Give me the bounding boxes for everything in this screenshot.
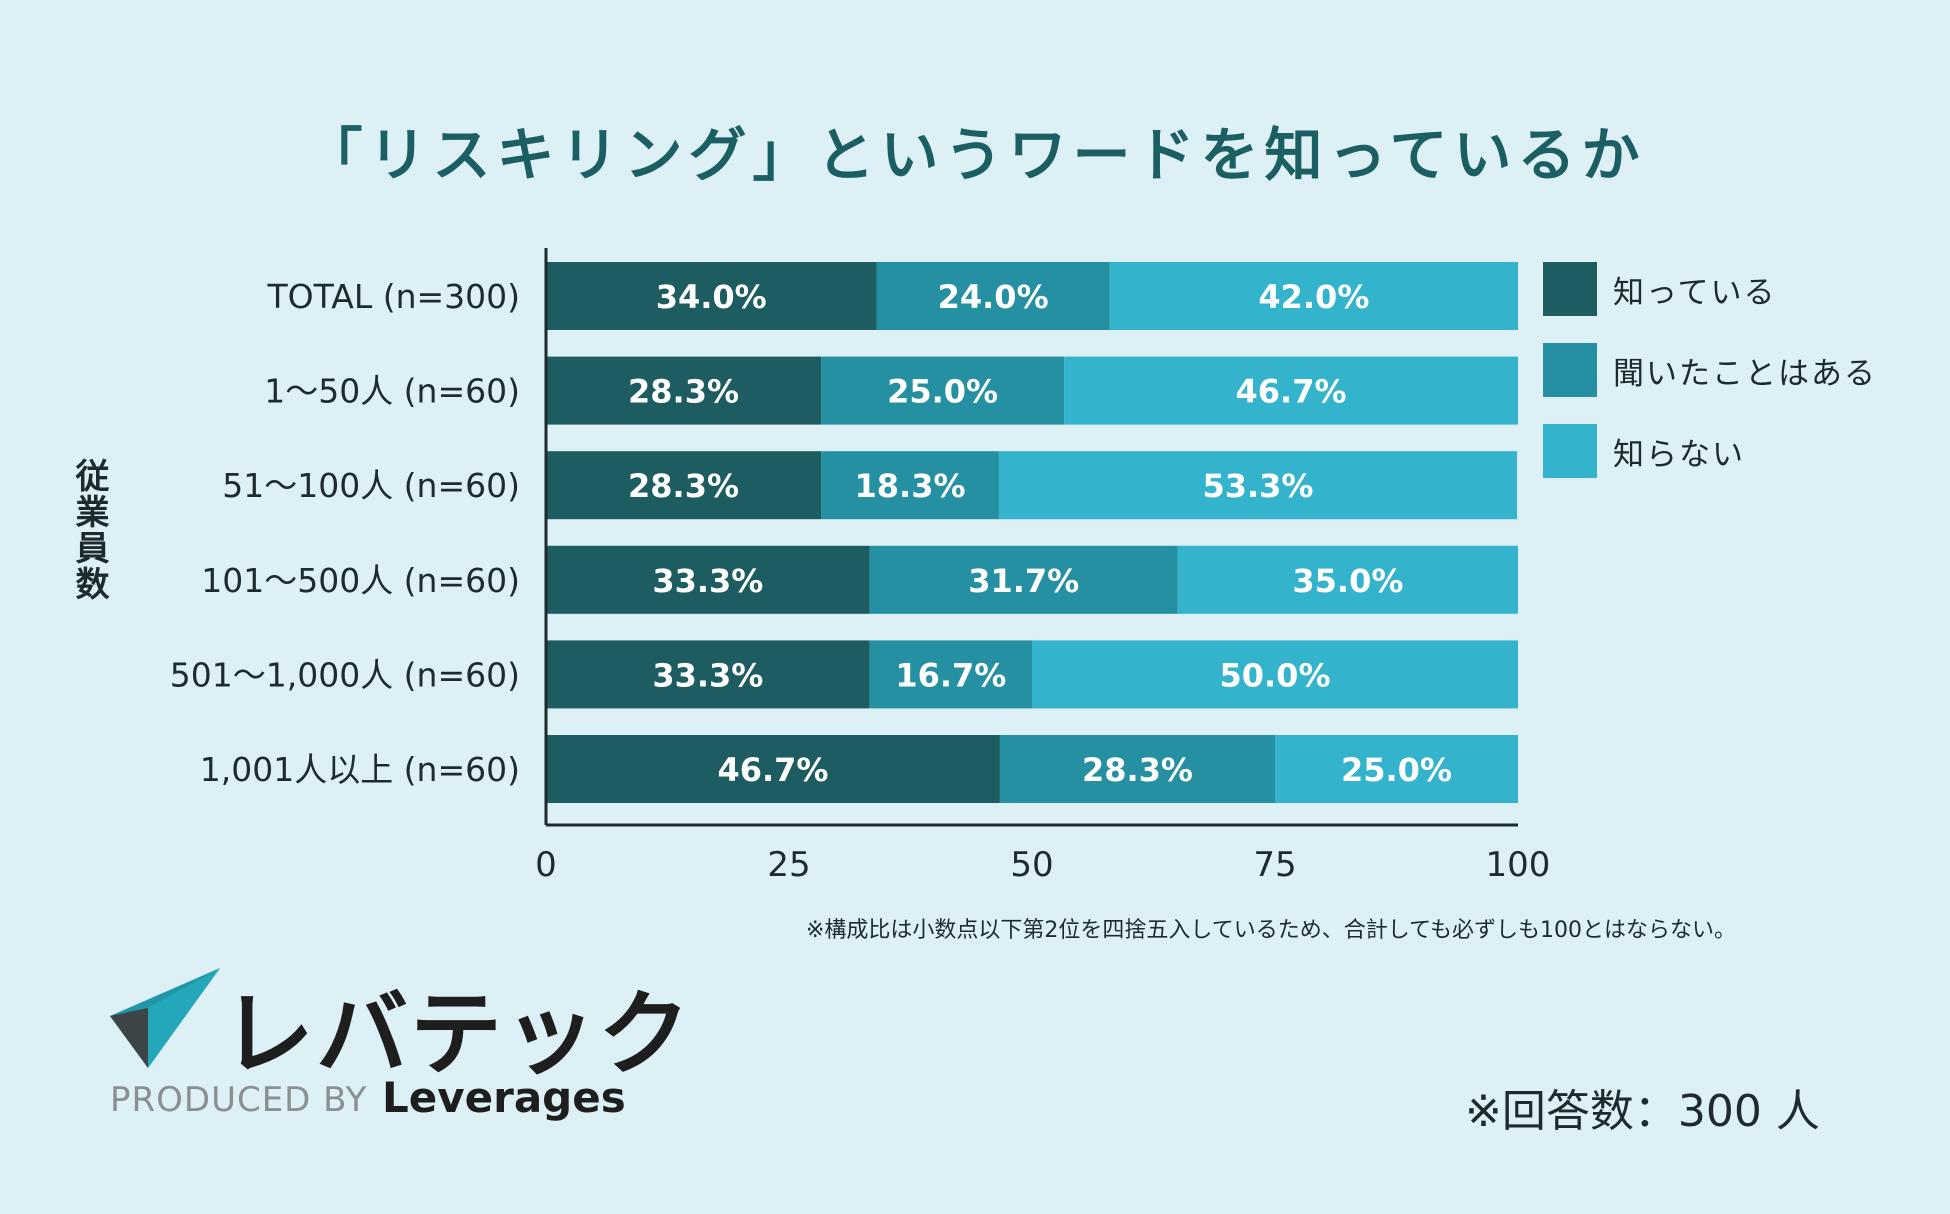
- x-tick-label: 25: [767, 845, 810, 885]
- bar-segment: [869, 640, 1032, 709]
- bar-segment: [821, 451, 999, 520]
- bar-segment: [1275, 735, 1518, 803]
- legend-label-unknown: 知らない: [1613, 436, 1745, 473]
- legend-label-known: 知っている: [1613, 274, 1777, 311]
- legend-item-known: 知っている: [1543, 262, 1877, 316]
- bar-segment: [876, 262, 1110, 330]
- bar-segment: [546, 451, 822, 520]
- data-label: 18.3%: [855, 467, 966, 505]
- data-label: 35.0%: [1292, 562, 1403, 600]
- x-tick-label: 75: [1253, 845, 1296, 885]
- category-label: TOTAL (n=300): [267, 277, 520, 316]
- bar-segment: [1109, 262, 1518, 330]
- legend-label-heard: 聞いたことはある: [1613, 355, 1877, 392]
- company-name: Leverages: [382, 1073, 626, 1122]
- legend-swatch-unknown: [1543, 424, 1597, 478]
- bar-segment: [998, 451, 1518, 520]
- bar-segment: [546, 356, 822, 425]
- respondent-count: ※回答数：300 人: [1465, 1086, 1820, 1137]
- data-label: 33.3%: [652, 656, 763, 694]
- legend-swatch-known: [1543, 262, 1597, 316]
- produced-by-label: PRODUCED BY: [110, 1080, 368, 1120]
- bar-segment: [869, 545, 1178, 614]
- category-label: 1〜50人 (n=60): [264, 372, 520, 411]
- x-tick-label: 100: [1486, 845, 1551, 885]
- bar-segment: [546, 545, 870, 614]
- data-label: 33.3%: [652, 562, 763, 600]
- category-label: 1,001人以上 (n=60): [200, 750, 520, 789]
- data-label: 28.3%: [1082, 751, 1193, 789]
- data-label: 53.3%: [1202, 467, 1313, 505]
- legend: 知っている 聞いたことはある 知らない: [1543, 262, 1877, 505]
- data-label: 34.0%: [656, 278, 767, 316]
- data-label: 28.3%: [628, 373, 739, 411]
- data-label: 24.0%: [938, 278, 1049, 316]
- category-label: 101〜500人 (n=60): [201, 561, 520, 600]
- x-tick-label: 0: [535, 845, 557, 885]
- bar-segment: [546, 640, 870, 709]
- category-label: 51〜100人 (n=60): [222, 466, 520, 505]
- bar-segment: [546, 735, 1000, 803]
- bar-segment: [999, 735, 1275, 803]
- data-label: 46.7%: [717, 751, 828, 789]
- data-label: 28.3%: [628, 467, 739, 505]
- chart-title: 「リスキリング」というワードを知っているか: [304, 121, 1646, 189]
- bar-segment: [1064, 356, 1518, 425]
- data-label: 25.0%: [1341, 751, 1452, 789]
- legend-item-unknown: 知らない: [1543, 424, 1877, 478]
- bar-segment: [821, 356, 1065, 425]
- brand-name: レバテック: [222, 981, 693, 1088]
- legend-swatch-heard: [1543, 343, 1597, 397]
- bar-segment: [1177, 545, 1518, 614]
- footnote: ※構成比は小数点以下第2位を四捨五入しているため、合計しても必ずしも100とはな…: [806, 918, 1737, 943]
- bar-segment: [1032, 640, 1518, 709]
- data-label: 31.7%: [968, 562, 1079, 600]
- data-label: 25.0%: [887, 373, 998, 411]
- levtech-logo-icon: [110, 968, 220, 1068]
- data-label: 16.7%: [895, 656, 1006, 694]
- bar-segment: [546, 262, 877, 330]
- data-label: 46.7%: [1236, 373, 1347, 411]
- y-axis-title: 従業員数: [69, 458, 109, 602]
- data-label: 42.0%: [1258, 278, 1369, 316]
- legend-item-heard: 聞いたことはある: [1543, 343, 1877, 397]
- category-label: 501〜1,000人 (n=60): [170, 655, 520, 694]
- data-label: 50.0%: [1219, 656, 1330, 694]
- x-tick-label: 50: [1010, 845, 1053, 885]
